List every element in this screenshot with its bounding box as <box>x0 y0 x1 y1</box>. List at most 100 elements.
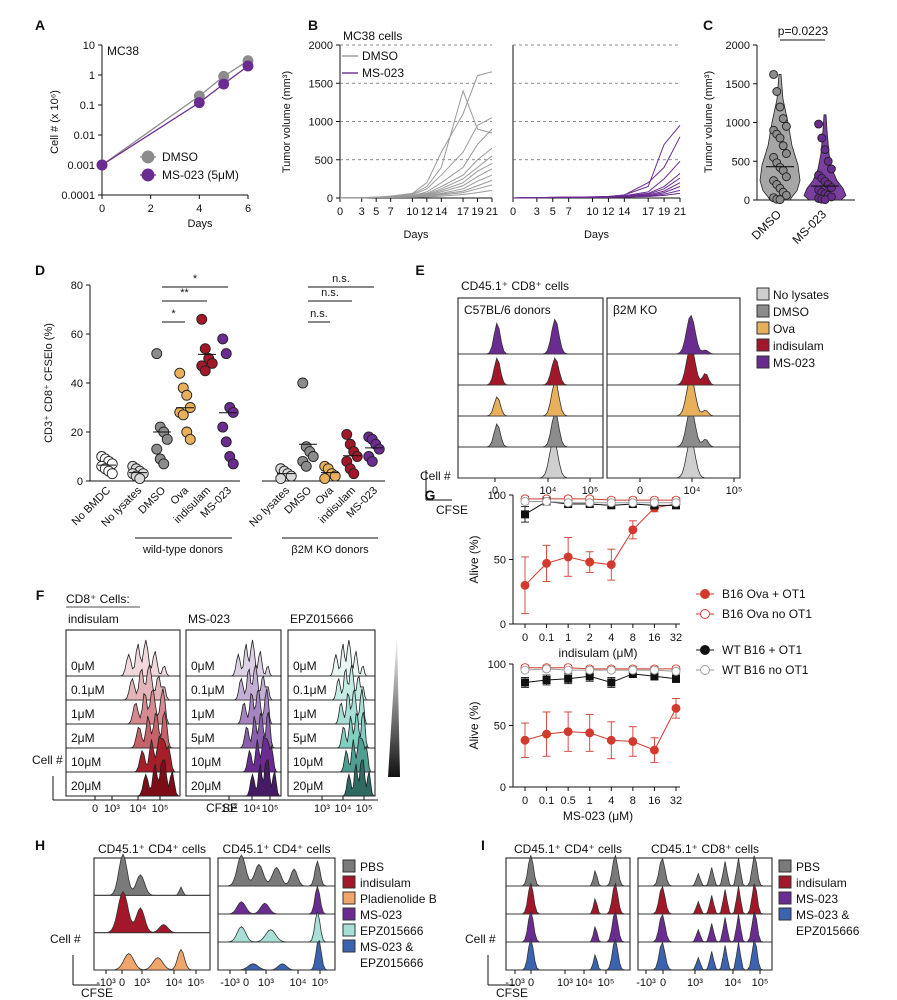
p-value: p=0.0223 <box>778 24 829 38</box>
legend-label: EPZ015666 <box>796 924 860 938</box>
y-tick-label: 1000 <box>726 118 750 130</box>
x-tick-label: 10⁴ <box>290 977 307 989</box>
data-point <box>242 60 254 72</box>
data-point <box>820 195 830 205</box>
y-tick-label: 0 <box>327 193 333 205</box>
legend-label: indisulam <box>360 876 411 890</box>
x-tick-label: 10 <box>406 206 418 218</box>
data-point <box>227 458 239 470</box>
data-point <box>563 552 573 562</box>
y-axis-label: Cell # <box>465 932 496 946</box>
significance-label: * <box>193 273 198 285</box>
data-point <box>329 470 341 482</box>
panel-F: F CD8⁺ Cells: indisulam 0μM 0.1μM 1μM 2μM 10μM 2… <box>32 587 400 815</box>
y-tick-label: 0.1 <box>80 100 95 112</box>
y-tick-label: 2000 <box>726 40 750 52</box>
data-point <box>814 119 824 129</box>
x-tick-label: 6 <box>245 203 251 215</box>
series-line-0 <box>524 708 677 751</box>
data-point <box>520 735 530 745</box>
legend-marker <box>700 609 710 619</box>
y-tick-label: 50 <box>494 721 506 733</box>
data-point <box>319 473 331 484</box>
x-axis-label: CFSE <box>436 503 468 517</box>
legend-label: B16 Ova no OT1 <box>722 607 812 621</box>
data-point <box>134 473 146 484</box>
panel-title: CD45.1⁺ CD8⁺ cells <box>461 279 569 293</box>
data-point <box>96 159 108 171</box>
x-axis-label: indisulam (μM) <box>559 646 638 660</box>
x-axis-label: MS-023 (μM) <box>563 809 633 823</box>
x-tick-label: 0 <box>637 485 643 497</box>
x-tick-label: 10⁵ <box>262 803 279 815</box>
x-tick-label: 32 <box>670 795 682 807</box>
data-point <box>563 727 573 737</box>
data-point <box>820 145 830 155</box>
x-tick-label: 14 <box>618 206 630 218</box>
significance-label: n.s. <box>310 308 328 320</box>
histogram-row <box>288 639 375 677</box>
legend-label: indisulam <box>796 876 847 890</box>
legend-swatch <box>756 304 770 318</box>
y-axis-label: Alive (%) <box>467 701 481 749</box>
data-point <box>542 729 552 739</box>
subpanel-title: EPZ015666 <box>290 612 354 626</box>
tumor-curve <box>512 125 681 199</box>
histogram-row <box>506 938 630 971</box>
data-point <box>199 343 211 355</box>
legend-label: PBS <box>796 860 820 874</box>
x-tick-label: 21 <box>674 206 686 218</box>
histogram-row <box>66 710 180 749</box>
panel-label: G <box>425 487 436 503</box>
x-tick-label: 0 <box>243 977 249 989</box>
data-point <box>781 149 791 158</box>
y-axis-label: Cell # <box>32 753 63 767</box>
data-point <box>373 443 385 455</box>
x-tick-label: 0.1 <box>539 795 554 807</box>
histogram-frame <box>606 297 741 479</box>
panel-label: F <box>36 587 45 603</box>
data-point <box>521 678 529 687</box>
y-tick-label: 1500 <box>309 78 333 90</box>
dose-label: 20μM <box>293 779 323 793</box>
y-tick-label: 1 <box>89 70 95 82</box>
x-tick-label: 14 <box>435 206 447 218</box>
histogram-No lysates <box>607 438 740 479</box>
data-point <box>220 348 232 360</box>
histogram-row <box>94 948 210 971</box>
x-tick-label: 2 <box>148 203 154 215</box>
data-point <box>606 665 616 675</box>
legend-swatch <box>342 891 356 905</box>
x-tick-label: 10³ <box>221 803 237 815</box>
legend-label: EPZ015666 <box>360 956 424 970</box>
x-tick-label: 10⁵ <box>312 977 329 989</box>
data-point <box>606 735 616 745</box>
x-tick-label: 0 <box>522 795 528 807</box>
y-axis-label: Alive (%) <box>467 535 481 583</box>
x-tick-label: 0 <box>337 206 343 218</box>
legend-swatch <box>756 321 770 335</box>
panel-C: C 2000 1500 1000 500 0 Tumor volume (mm³) p=0.0… <box>703 17 855 247</box>
x-tick-label: 0 <box>492 485 498 497</box>
histogram-row <box>186 639 281 677</box>
x-tick-label: 32 <box>670 632 682 644</box>
legend-marker <box>700 645 710 655</box>
dose-label: 1μM <box>293 707 317 721</box>
x-tick-label: -10³ <box>220 977 240 989</box>
panel-label: B <box>308 17 318 33</box>
histogram-row <box>288 711 375 749</box>
x-tick-label: 10⁵ <box>356 803 373 815</box>
histogram-row <box>66 639 180 677</box>
histogram-row <box>218 939 335 971</box>
x-tick-label: 8 <box>630 795 636 807</box>
x-tick-label: MS-023 <box>790 207 830 247</box>
data-point <box>563 665 573 675</box>
data-point <box>275 473 287 484</box>
x-tick-label: 10⁴ <box>684 485 701 497</box>
legend-label: MS-023 <box>360 908 402 922</box>
legend-label: indisulam <box>773 339 824 353</box>
tumor-curve <box>512 160 681 199</box>
x-axis-label: Days <box>187 218 213 230</box>
histogram-row <box>93 890 211 934</box>
y-tick-label: 20 <box>71 427 83 439</box>
